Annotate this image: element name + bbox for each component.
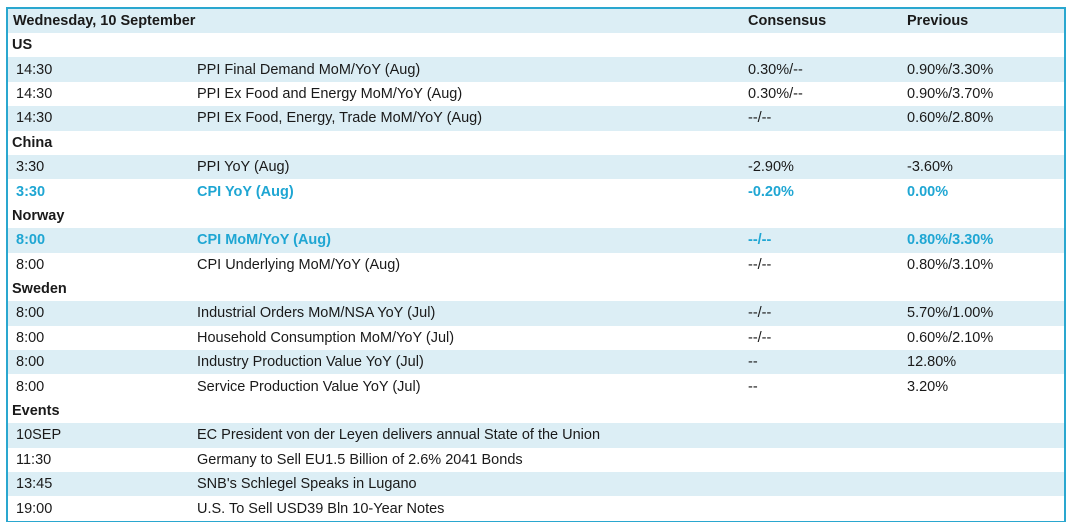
row-time: 8:00 <box>16 329 45 346</box>
row-consensus: --/-- <box>748 110 772 127</box>
table-row: 14:30 PPI Ex Food and Energy MoM/YoY (Aug… <box>8 81 1064 107</box>
row-previous: 12.80% <box>907 354 957 371</box>
row-event: SNB's Schlegel Speaks in Lugano <box>197 476 417 493</box>
row-previous: 0.80%/3.30% <box>907 232 994 249</box>
table-row: 8:00 Service Production Value YoY (Jul) --… <box>8 374 1064 399</box>
row-consensus: -- <box>748 378 758 395</box>
row-previous: -3.60% <box>907 159 953 176</box>
header-previous: Previous <box>907 13 969 29</box>
table-row: 8:00 Industrial Orders MoM/NSA YoY (Jul) -… <box>8 301 1064 326</box>
table-row: 14:30 PPI Ex Food, Energy, Trade MoM/YoY … <box>8 106 1064 131</box>
row-time: 14:30 <box>16 85 53 102</box>
header-date: Wednesday, 10 September <box>13 13 196 29</box>
row-previous: 5.70%/1.00% <box>907 305 994 322</box>
table-row: 14:30 PPI Final Demand MoM/YoY (Aug) 0.30%… <box>8 57 1064 82</box>
row-event: Germany to Sell EU1.5 Billion of 2.6% 20… <box>197 451 523 468</box>
row-time: 19:00 <box>16 500 53 517</box>
table-row: 8:00 CPI Underlying MoM/YoY (Aug) --/-- 0.8… <box>8 252 1064 277</box>
row-event: EC President von der Leyen delivers annu… <box>197 427 601 444</box>
section-name: US <box>12 37 33 54</box>
table-row: 8:00 CPI MoM/YoY (Aug) --/-- 0.80%/3.30% <box>8 228 1064 253</box>
row-previous: 0.80%/3.10% <box>907 256 994 273</box>
header-consensus: Consensus <box>748 13 827 29</box>
row-event: Industry Production Value YoY (Jul) <box>197 354 424 371</box>
row-event: PPI Final Demand MoM/YoY (Aug) <box>197 61 421 78</box>
section-name: China <box>12 134 53 151</box>
row-consensus: --/-- <box>748 256 772 273</box>
row-time: 11:30 <box>16 451 52 468</box>
table-row: 8:00 Household Consumption MoM/YoY (Jul) -… <box>8 325 1064 351</box>
row-consensus: --/-- <box>748 305 772 322</box>
row-previous: 0.90%/3.30% <box>907 61 994 78</box>
economic-calendar-table: Wednesday, 10 September Consensus Previo… <box>6 7 1066 522</box>
row-previous: 3.20% <box>907 378 949 395</box>
row-previous: 0.90%/3.70% <box>907 85 994 102</box>
section-name: Norway <box>12 207 65 224</box>
row-event: Industrial Orders MoM/NSA YoY (Jul) <box>197 305 436 322</box>
calendar-body: Wednesday, 10 September Consensus Previo… <box>8 9 1064 521</box>
row-event: Household Consumption MoM/YoY (Jul) <box>197 329 455 346</box>
table-row: 8:00 Industry Production Value YoY (Jul) -… <box>8 350 1064 375</box>
table-row: 13:45 SNB's Schlegel Speaks in Lugano <box>8 472 1064 497</box>
row-previous: 0.60%/2.80% <box>907 110 994 127</box>
row-time: 10SEP <box>16 427 62 444</box>
table-row: 3:30 CPI YoY (Aug) -0.20% 0.00% <box>8 179 1064 204</box>
row-time: 14:30 <box>16 61 53 78</box>
table-header: Wednesday, 10 September Consensus Previo… <box>8 9 1064 33</box>
table-row: 19:00 U.S. To Sell USD39 Bln 10-Year Note… <box>8 496 1064 521</box>
table-row: 11:30 Germany to Sell EU1.5 Billion of 2.… <box>8 447 1064 473</box>
row-time: 3:30 <box>16 183 46 200</box>
row-consensus: --/-- <box>748 329 772 346</box>
section-header: Events <box>8 398 1064 424</box>
section-name: Events <box>12 403 60 420</box>
row-event: CPI MoM/YoY (Aug) <box>197 232 331 249</box>
row-previous: 0.60%/2.10% <box>907 329 994 346</box>
row-consensus: -0.20% <box>748 183 794 200</box>
row-time: 8:00 <box>16 305 45 322</box>
row-time: 14:30 <box>16 110 53 127</box>
row-event: CPI YoY (Aug) <box>197 183 294 200</box>
row-consensus: 0.30%/-- <box>748 61 803 78</box>
section-header: Sweden <box>8 276 1064 302</box>
row-consensus: -2.90% <box>748 159 794 176</box>
row-time: 13:45 <box>16 476 53 493</box>
row-event: PPI Ex Food and Energy MoM/YoY (Aug) <box>197 85 463 102</box>
row-event: CPI Underlying MoM/YoY (Aug) <box>197 256 401 273</box>
row-previous: 0.00% <box>907 183 949 200</box>
row-time: 3:30 <box>16 159 45 176</box>
section-header: Norway <box>8 203 1064 229</box>
section-name: Sweden <box>12 281 67 298</box>
row-time: 8:00 <box>16 256 45 273</box>
row-time: 8:00 <box>16 232 46 249</box>
table-row: 10SEP EC President von der Leyen delivers… <box>8 423 1064 448</box>
row-event: Service Production Value YoY (Jul) <box>197 378 421 395</box>
row-consensus: -- <box>748 354 758 371</box>
row-consensus: 0.30%/-- <box>748 85 803 102</box>
row-event: PPI Ex Food, Energy, Trade MoM/YoY (Aug) <box>197 110 483 127</box>
section-header: US <box>8 33 1064 58</box>
row-event: U.S. To Sell USD39 Bln 10-Year Notes <box>197 500 445 517</box>
section-header: China <box>8 130 1064 155</box>
table-row: 3:30 PPI YoY (Aug) -2.90% -3.60% <box>8 154 1064 180</box>
row-consensus: --/-- <box>748 232 772 249</box>
row-time: 8:00 <box>16 378 45 395</box>
row-event: PPI YoY (Aug) <box>197 159 290 176</box>
row-time: 8:00 <box>16 354 45 371</box>
